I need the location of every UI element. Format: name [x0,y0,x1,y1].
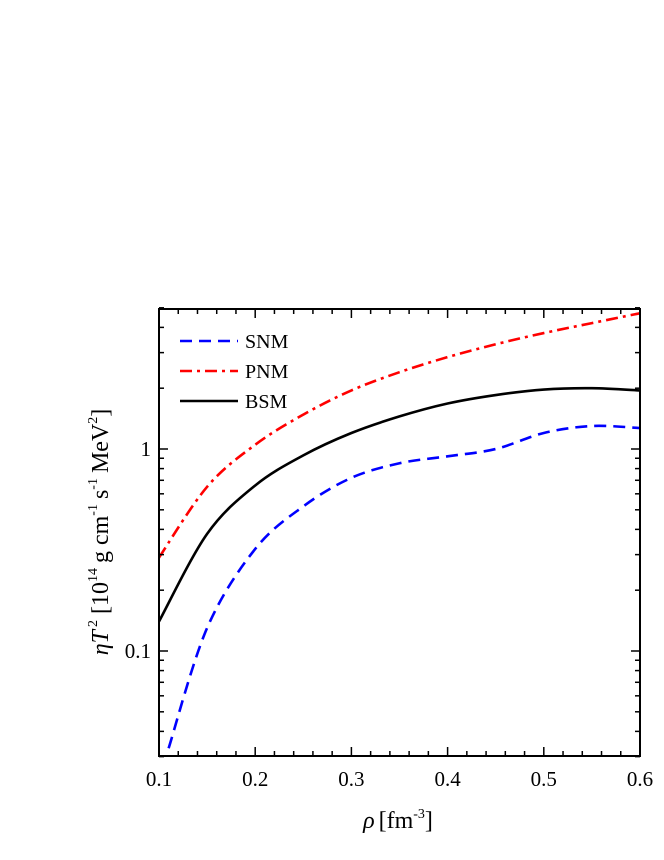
x-axis-title: ρ [fm-3] [362,807,433,834]
legend-item-pnm: PNM [180,361,289,383]
axes: 0.1 0.2 0.3 0.4 0.5 0.6 0.1 1 [125,307,653,791]
y-tick-label: 1 [141,437,152,461]
y-axis-title: ηT2[1014g cm-1s-1MeV2] [86,409,114,656]
x-tick-label: 0.6 [627,767,653,791]
legend: SNM PNM BSM [180,331,289,413]
series-bsm-line [159,386,640,623]
legend-item-bsm: BSM [180,391,287,413]
legend-item-snm: SNM [180,331,289,353]
series-pnm-line [159,311,640,559]
legend-label: SNM [245,331,289,353]
x-tick-label: 0.3 [338,767,364,791]
legend-label: BSM [245,391,287,413]
series-snm-line [167,424,640,749]
x-tick-label: 0.2 [242,767,268,791]
x-tick-label: 0.4 [434,767,461,791]
legend-label: PNM [245,361,289,383]
x-tick-label: 0.5 [531,767,557,791]
x-tick-label: 0.1 [146,767,172,791]
y-tick-label: 0.1 [125,639,151,663]
plot-frame [158,308,641,757]
plot-curves [159,311,640,749]
